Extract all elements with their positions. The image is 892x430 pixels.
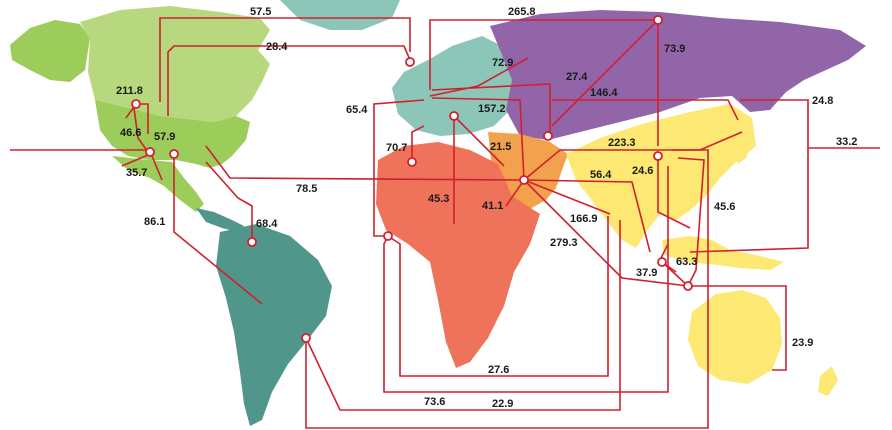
node-north-africa: [407, 157, 417, 167]
flow-line-157-2: [431, 97, 525, 181]
flow-nodes: [131, 15, 693, 343]
flow-label-86-1: 86.1: [144, 216, 165, 228]
flow-line-73-6: [383, 166, 669, 393]
south-america-region: [216, 224, 332, 426]
flow-label-65-4: 65.4: [346, 104, 368, 116]
new-zealand-region: [818, 366, 838, 396]
flow-label-70-7: 70.7: [386, 142, 407, 154]
flow-label-73-9: 73.9: [664, 43, 685, 55]
flow-line-23-9: [688, 285, 787, 371]
flow-line-35-7: [121, 153, 163, 181]
flow-line-68-4: [205, 161, 253, 242]
central-america-caribbean-region: [196, 208, 244, 232]
flow-label-78-5: 78.5: [296, 183, 317, 195]
node-west-africa: [383, 231, 393, 241]
flow-label-57-5: 57.5: [250, 6, 271, 18]
flow-label-28-4: 28.4: [266, 41, 288, 53]
flow-label-265-8: 265.8: [508, 6, 536, 18]
flow-line-146-4: [551, 19, 739, 127]
node-canada: [405, 57, 415, 67]
flow-line-45-6: [677, 157, 705, 287]
node-mexico: [169, 149, 179, 159]
flow-label-72-9: 72.9: [492, 57, 513, 69]
node-brazil: [301, 333, 311, 343]
flow-line-22-9: [305, 220, 621, 411]
australia-region: [688, 290, 782, 384]
flow-label-27-4: 27.4: [566, 71, 588, 83]
landmasses: [10, 0, 866, 426]
africa-region: [376, 142, 540, 368]
flow-line-41-1: [505, 179, 525, 207]
flow-line-24-6: [657, 158, 691, 229]
flow-label-24-6: 24.6: [632, 165, 653, 177]
flow-line-57-5: [159, 17, 411, 102]
flow-label-35-7: 35.7: [126, 167, 147, 179]
flow-label-56-4: 56.4: [590, 169, 612, 181]
russia-cis-region: [490, 10, 866, 140]
flow-line-78-5: [205, 145, 525, 181]
greenland-region: [280, 0, 400, 30]
flow-line-21-5: [453, 115, 505, 167]
flow-line-56-4: [523, 179, 651, 253]
japan-region: [734, 118, 752, 164]
flow-label-41-1: 41.1: [482, 200, 503, 212]
flow-line-166-9: [523, 179, 611, 215]
flow-line-65-4: [373, 99, 425, 237]
flow-label-37-9: 37.9: [636, 267, 657, 279]
node-usa-west: [131, 99, 141, 109]
flow-label-45-3: 45.3: [428, 193, 449, 205]
flow-label-23-9: 23.9: [792, 337, 813, 349]
node-venezuela: [247, 237, 257, 247]
flow-label-57-9: 57.9: [154, 131, 175, 143]
node-caspian: [543, 131, 553, 141]
europe-region: [392, 36, 514, 136]
flow-label-33-2: 33.2: [836, 136, 857, 148]
flow-label-27-6: 27.6: [488, 364, 509, 376]
usa-region: [95, 100, 250, 168]
flow-label-211-8: 211.8: [116, 85, 143, 97]
node-southeast-asia: [657, 257, 667, 267]
node-europe: [449, 111, 459, 121]
node-usa: [145, 147, 155, 157]
node-russia: [653, 15, 663, 25]
flow-line-279-3: [523, 179, 689, 287]
asia-pacific-region: [566, 104, 756, 248]
flow-line-south-loop: [305, 149, 709, 429]
flow-lines: [10, 17, 880, 429]
flow-line-24-8: [689, 99, 809, 253]
node-china: [653, 151, 663, 161]
flow-label-157-2: 157.2: [478, 103, 506, 115]
flow-line-223-3: [523, 131, 743, 181]
flow-line-46-6: [133, 107, 149, 153]
flow-line-70-7: [411, 125, 425, 160]
flow-label-63-3: 63.3: [676, 256, 697, 268]
flow-line-28-4: [167, 45, 411, 116]
flow-line-72-9: [429, 57, 529, 97]
mexico-region: [112, 156, 204, 212]
flow-label-223-3: 223.3: [608, 137, 636, 149]
flow-label-22-9: 22.9: [492, 398, 513, 410]
flow-label-279-3: 279.3: [550, 237, 578, 249]
node-singapore: [683, 281, 693, 291]
flow-value-labels: 57.5 28.4 211.8 46.6 57.9 35.7 86.1 68.4…: [116, 6, 857, 410]
flow-line-86-1: [173, 156, 263, 305]
flow-label-146-4: 146.4: [590, 87, 618, 99]
indonesia-philippines-region: [662, 236, 784, 270]
flow-label-24-8: 24.8: [812, 95, 833, 107]
alaska-region: [10, 20, 90, 82]
node-middle-east: [519, 175, 529, 185]
flow-label-68-4: 68.4: [256, 218, 278, 230]
canada-region: [80, 6, 270, 122]
flow-line-27-6: [387, 216, 609, 377]
flow-line-265-8: [429, 19, 658, 90]
flow-label-45-6: 45.6: [714, 201, 735, 213]
flow-line-27-4: [431, 83, 551, 136]
flow-label-166-9: 166.9: [570, 213, 598, 225]
flow-label-21-5: 21.5: [490, 141, 511, 153]
flow-label-73-6: 73.6: [424, 396, 445, 408]
flow-label-46-6: 46.6: [120, 127, 141, 139]
